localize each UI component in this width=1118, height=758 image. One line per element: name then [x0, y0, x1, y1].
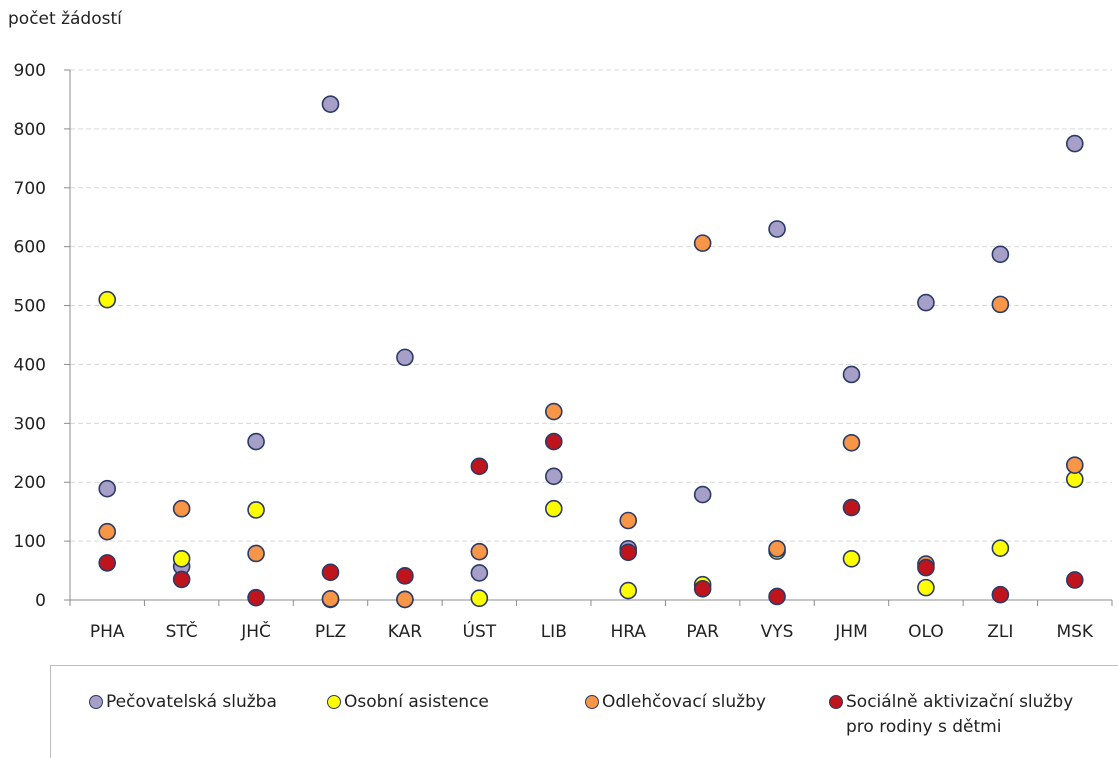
y-tick-labels: 0 100 200 300 400 500 600 700 800 900 — [14, 61, 46, 611]
data-point-series-4 — [321, 563, 340, 582]
data-point-series-1 — [247, 432, 265, 451]
x-tick-label: STČ — [166, 620, 198, 642]
data-point-series-2 — [544, 499, 563, 518]
data-point-series-2 — [172, 549, 191, 568]
data-point-series-4 — [693, 580, 712, 598]
data-point-series-4 — [470, 457, 489, 476]
y-tick-label: 200 — [14, 473, 46, 493]
data-point-series-3 — [544, 402, 563, 421]
y-tick-label: 100 — [14, 532, 46, 552]
gridlines — [70, 69, 1112, 542]
legend-label-odlehcovaci: Odlehčovací služby — [602, 692, 766, 712]
data-point-series-3 — [247, 544, 265, 563]
x-tick-label: ÚST — [463, 620, 497, 642]
y-tick-label: 700 — [14, 179, 46, 199]
data-point-series-1 — [1065, 134, 1084, 153]
data-point-series-3 — [1065, 456, 1084, 474]
y-tick-label: 300 — [14, 414, 46, 434]
x-tick-label: ZLI — [987, 622, 1013, 642]
x-tick-label: PLZ — [315, 622, 346, 642]
x-tick-label: OLO — [908, 622, 944, 642]
data-point-series-4 — [98, 554, 117, 572]
data-point-series-1 — [470, 564, 489, 582]
data-point-series-2 — [991, 539, 1010, 557]
legend-marker-socialne-aktivizacni — [829, 695, 843, 709]
x-tick-label: KAR — [388, 622, 422, 642]
data-point-series-4 — [842, 498, 861, 517]
data-point-series-1 — [991, 245, 1010, 264]
data-point-series-3 — [98, 522, 117, 541]
data-point-series-3 — [693, 234, 712, 252]
data-point-series-3 — [172, 499, 191, 518]
data-points — [98, 95, 1084, 609]
data-point-series-4 — [917, 558, 935, 577]
legend-item-odlehcovaci: Odlehčovací služby — [585, 690, 766, 715]
data-point-series-3 — [321, 590, 340, 608]
data-point-series-1 — [917, 293, 935, 312]
data-point-series-1 — [396, 348, 414, 367]
y-tick-label: 0 — [35, 591, 46, 611]
data-point-series-2 — [619, 581, 638, 600]
legend: Pečovatelská služba Osobní asistence Odl… — [50, 665, 1118, 758]
data-point-series-3 — [991, 295, 1010, 314]
x-tick-label: HRA — [610, 622, 646, 642]
y-tick-label: 500 — [14, 297, 46, 317]
x-tick-label: MSK — [1056, 622, 1093, 642]
data-point-series-1 — [693, 485, 712, 504]
data-point-series-4 — [619, 543, 638, 562]
x-tick-label: JHM — [834, 622, 867, 642]
data-point-series-2 — [917, 578, 935, 597]
y-tick-label: 900 — [14, 61, 46, 81]
legend-marker-osobni-asistence — [327, 695, 341, 709]
y-tick-label: 800 — [14, 120, 46, 140]
x-tick-label: VYS — [761, 622, 794, 642]
data-point-series-4 — [247, 588, 265, 607]
data-point-series-2 — [470, 589, 489, 608]
data-point-series-2 — [98, 290, 117, 309]
x-tick-label: JHČ — [240, 620, 271, 642]
data-point-series-1 — [98, 479, 117, 498]
x-tick-label: PAR — [686, 622, 719, 642]
data-point-series-4 — [1065, 571, 1084, 589]
data-point-series-3 — [396, 590, 414, 609]
data-point-series-1 — [321, 95, 340, 113]
x-tick-label: LIB — [541, 622, 567, 642]
legend-label-pecovatelska: Pečovatelská služba — [106, 692, 277, 712]
data-point-series-1 — [842, 365, 861, 384]
data-point-series-4 — [172, 570, 191, 589]
legend-marker-pecovatelska — [89, 695, 103, 709]
data-point-series-3 — [842, 433, 861, 452]
legend-item-osobni-asistence: Osobní asistence — [327, 690, 489, 715]
data-point-series-3 — [619, 511, 638, 530]
legend-label-osobni-asistence: Osobní asistence — [344, 692, 489, 712]
data-point-series-2 — [842, 549, 861, 568]
data-point-series-1 — [768, 220, 786, 238]
legend-item-socialne-aktivizacni: Sociálně aktivizační služby pro rodiny s… — [829, 690, 1073, 740]
data-point-series-4 — [991, 585, 1010, 604]
y-tick-label: 400 — [14, 355, 46, 375]
data-point-series-4 — [544, 432, 563, 451]
axes — [64, 69, 1113, 606]
y-axis-title: počet žádostí — [8, 9, 123, 29]
data-point-series-3 — [470, 542, 489, 561]
x-tick-labels: PHA STČ JHČ PLZ KAR ÚST LIB HRA PAR VYS JHM OLO ZLI M… — [90, 620, 1094, 642]
data-point-series-4 — [768, 587, 786, 606]
data-point-series-2 — [247, 501, 265, 519]
data-point-series-4 — [396, 567, 414, 585]
scatter-chart: počet žádostí 0 100 200 300 400 500 600 700 800 9… — [8, 9, 1113, 642]
legend-label-socialne-aktivizacni: Sociálně aktivizační služby pro rodiny s… — [846, 692, 1074, 737]
x-tick-label: PHA — [90, 622, 125, 642]
legend-item-pecovatelska: Pečovatelská služba — [89, 690, 277, 715]
data-point-series-1 — [544, 467, 563, 486]
y-tick-label: 600 — [14, 238, 46, 258]
legend-marker-odlehcovaci — [585, 695, 599, 709]
data-point-series-3 — [768, 539, 786, 558]
